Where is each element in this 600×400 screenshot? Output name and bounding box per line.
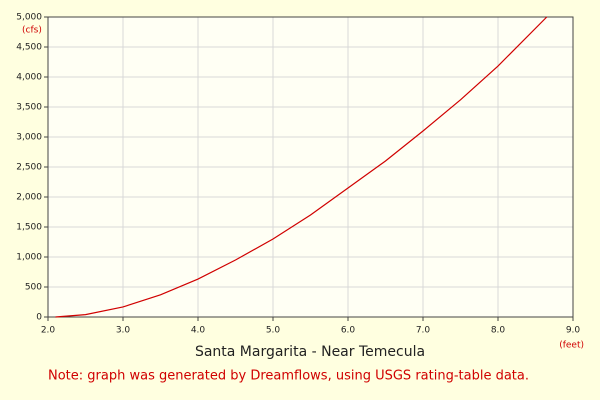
x-tick-label: 6.0 bbox=[341, 326, 356, 336]
chart-title: Santa Margarita - Near Temecula bbox=[195, 344, 425, 360]
y-tick-label: 1,500 bbox=[16, 223, 42, 233]
x-tick-label: 9.0 bbox=[566, 326, 581, 336]
note: Note: graph was generated by Dreamflows,… bbox=[48, 369, 529, 384]
y-tick-label: 1,000 bbox=[16, 253, 42, 263]
y-tick-label: 2,000 bbox=[16, 193, 42, 203]
x-unit: (feet) bbox=[559, 341, 584, 351]
data-line bbox=[55, 16, 548, 318]
y-tick-label: 4,000 bbox=[16, 73, 42, 83]
y-tick-label: 3,500 bbox=[16, 103, 42, 113]
y-tick-label: 3,000 bbox=[16, 133, 42, 143]
y-tick-label: 0 bbox=[36, 313, 42, 323]
y-unit: (cfs) bbox=[22, 26, 42, 36]
x-tick-label: 3.0 bbox=[116, 326, 131, 336]
y-tick-label: 4,500 bbox=[16, 43, 42, 53]
plot-frame bbox=[47, 16, 574, 318]
x-tick-label: 5.0 bbox=[266, 326, 281, 336]
y-tick-label: 2,500 bbox=[16, 163, 42, 173]
x-tick-label: 2.0 bbox=[41, 326, 56, 336]
y-tick-label: 500 bbox=[25, 283, 42, 293]
x-tick-label: 4.0 bbox=[191, 326, 206, 336]
x-tick-label: 8.0 bbox=[491, 326, 506, 336]
y-tick-label: 5,000 bbox=[16, 13, 42, 23]
x-tick-label: 7.0 bbox=[416, 326, 431, 336]
